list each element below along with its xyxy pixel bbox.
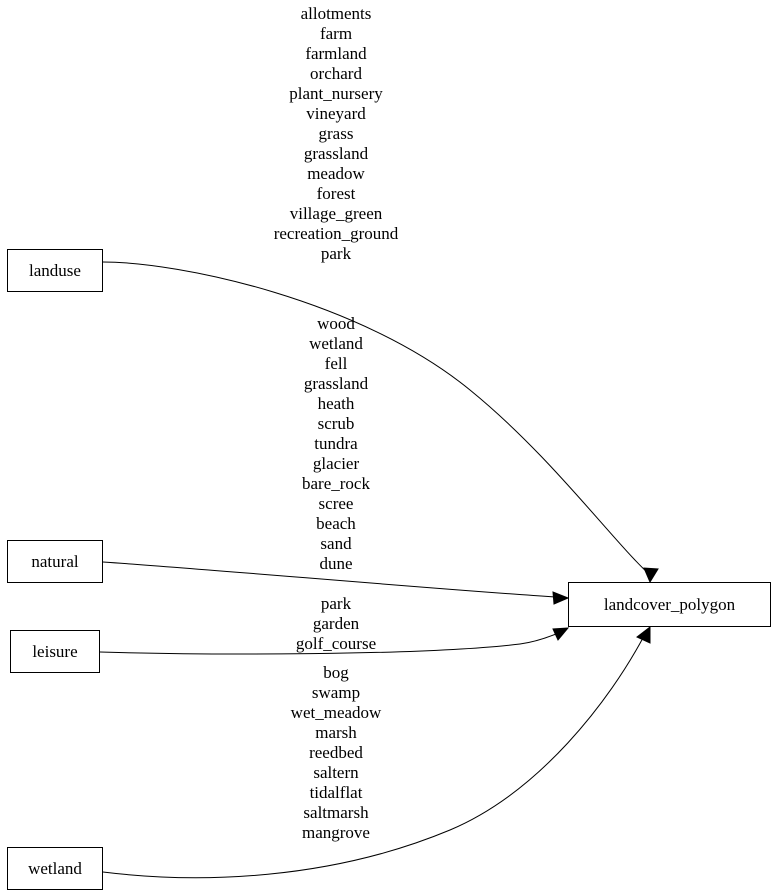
node-label: landuse [29, 261, 81, 280]
node-label: wetland [28, 859, 82, 878]
edge-label: farm [319, 24, 353, 43]
edge-label: wood [317, 314, 355, 333]
edge-label: saltern [313, 763, 359, 782]
node-wetland[interactable]: wetland [7, 847, 103, 890]
edge-label: park [320, 594, 352, 613]
edge-label: farmland [305, 44, 367, 63]
edge-label: bare_rock [302, 474, 370, 493]
edge-arrowhead [636, 625, 651, 644]
edge-label: orchard [310, 64, 362, 83]
edge-label: scree [318, 494, 354, 513]
edge-label: park [320, 244, 352, 263]
edge-label: dune [319, 554, 353, 573]
edge-label: marsh [315, 723, 357, 742]
edge-labels-natural-to-landcover_polygon: wood wetland fell grassland heath scrub tundra… [136, 314, 536, 574]
node-label: landcover_polygon [603, 595, 736, 614]
edge-label: glacier [312, 454, 360, 473]
edge-labels-landuse-to-landcover_polygon: allotments farm farmland orchard plant_nurse… [136, 4, 536, 264]
edge-label: mangrove [302, 823, 370, 842]
edge-label: fell [324, 354, 348, 373]
edge-label: heath [317, 394, 355, 413]
edge-label: vineyard [306, 104, 366, 123]
edge-label: reedbed [309, 743, 363, 762]
edge-arrowhead [552, 591, 570, 605]
edge-arrowhead [643, 567, 659, 584]
node-leisure[interactable]: leisure [10, 630, 100, 673]
edge-label: bog [323, 663, 349, 682]
edge-label: tidalflat [309, 783, 363, 802]
node-landcover_polygon[interactable]: landcover_polygon [568, 582, 771, 627]
edge-label: garden [312, 614, 360, 633]
edge-labels-leisure-to-landcover_polygon: park garden golf_course [136, 594, 536, 654]
edge-label: golf_course [295, 634, 377, 653]
edge-label: plant_nursery [289, 84, 383, 103]
edge-label: beach [316, 514, 356, 533]
edge-label: sand [320, 534, 352, 553]
edge-label: wet_meadow [290, 703, 382, 722]
edge-label: village_green [289, 204, 383, 223]
edge-label: allotments [300, 4, 372, 23]
node-label: natural [31, 552, 79, 571]
node-natural[interactable]: natural [7, 540, 103, 583]
edge-labels-wetland-to-landcover_polygon: bog swamp wet_meadow marsh reedbed saltern tid… [136, 663, 536, 843]
edge-label: wetland [309, 334, 363, 353]
edge-label: grassland [303, 374, 369, 393]
node-landuse[interactable]: landuse [7, 249, 103, 292]
edge-label: grass [318, 124, 354, 143]
edge-label: saltmarsh [303, 803, 369, 822]
edge-label: tundra [314, 434, 358, 453]
edge-label: recreation_ground [273, 224, 399, 243]
edge-label: swamp [311, 683, 361, 702]
node-label: leisure [32, 642, 78, 661]
edge-arrowhead [552, 627, 570, 641]
edge-label: forest [316, 184, 356, 203]
edge-label: grassland [303, 144, 369, 163]
edge-label: meadow [307, 164, 365, 183]
edge-label: scrub [317, 414, 355, 433]
